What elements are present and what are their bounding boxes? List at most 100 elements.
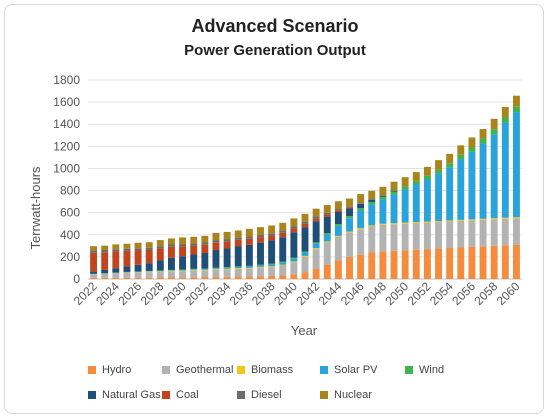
- bar-segment-biomass-2038: [268, 266, 276, 268]
- bar-segment-solar-pv-2029: [168, 270, 175, 271]
- bar-segment-hydro-2036: [245, 276, 253, 279]
- legend-label: Geothermal: [176, 364, 234, 376]
- bar-segment-coal-2023: [101, 252, 109, 270]
- bar-segment-natural-gas-2036: [245, 244, 253, 266]
- bar-segment-natural-gas-2046: [357, 203, 365, 209]
- bar-segment-geothermal-2049: [390, 224, 398, 251]
- bar-segment-wind-2051: [412, 181, 420, 185]
- legend-swatch: [237, 366, 245, 374]
- bar-segment-hydro-2050: [401, 250, 409, 279]
- bar-segment-natural-gas-2045: [346, 208, 353, 217]
- bar-segment-geothermal-2022: [90, 274, 98, 278]
- bar-segment-wind-2057: [479, 138, 487, 144]
- bar-segment-geothermal-2043: [323, 242, 331, 265]
- bar-segment-geothermal-2059: [501, 218, 509, 246]
- bar-segment-hydro-2046: [357, 254, 365, 279]
- x-tick-label: 2040: [271, 279, 300, 308]
- bar-segment-nuclear-2060: [512, 95, 520, 107]
- bar-segment-wind-2036: [245, 265, 253, 267]
- bar-segment-coal-2028: [156, 248, 164, 261]
- y-tick-label: 1400: [53, 117, 80, 131]
- bar-segment-biomass-2050: [401, 222, 409, 224]
- legend-swatch: [320, 366, 328, 374]
- bar-segment-hydro-2053: [435, 248, 442, 279]
- bar-segment-hydro-2026: [134, 277, 142, 279]
- bar-segment-geothermal-2032: [201, 270, 209, 278]
- bar-segment-geothermal-2023: [101, 274, 109, 278]
- bar-segment-geothermal-2045: [346, 232, 353, 257]
- bar-segment-coal-2025: [123, 250, 131, 267]
- x-tick-label: 2044: [316, 279, 345, 308]
- bar-segment-wind-2042: [312, 242, 320, 244]
- bar-segment-hydro-2024: [112, 277, 120, 279]
- bar-segment-wind-2035: [234, 266, 242, 267]
- bar-segment-geothermal-2034: [223, 269, 231, 277]
- bar-segment-hydro-2057: [479, 246, 487, 279]
- bar-segment-wind-2040: [290, 257, 298, 259]
- bar-segment-solar-pv-2049: [390, 194, 398, 224]
- bar-segment-diesel-2041: [301, 221, 309, 224]
- bar-segment-natural-gas-2029: [168, 257, 175, 270]
- bar-segment-wind-2048: [379, 196, 387, 200]
- bar-segment-hydro-2040: [290, 274, 298, 279]
- bar-segment-natural-gas-2035: [234, 246, 242, 267]
- bar-segment-hydro-2035: [234, 276, 242, 279]
- bar-segment-hydro-2060: [512, 244, 520, 279]
- chart-frame: [4, 4, 544, 414]
- x-tick-label: 2042: [293, 279, 322, 308]
- bar-segment-solar-pv-2056: [468, 151, 476, 220]
- bar-segment-wind-2054: [446, 163, 454, 168]
- bar-segment-wind-2033: [212, 267, 220, 269]
- bar-segment-nuclear-2047: [368, 190, 376, 200]
- bar-segment-natural-gas-2022: [90, 271, 98, 274]
- bar-segment-solar-pv-2058: [490, 134, 498, 219]
- bar-segment-natural-gas-2028: [156, 260, 164, 271]
- legend-item-coal: Coal: [162, 389, 199, 401]
- bar-segment-natural-gas-2033: [212, 250, 220, 268]
- bar-segment-wind-2044: [334, 224, 342, 226]
- bar-segment-nuclear-2034: [223, 231, 231, 240]
- bar-segment-biomass-2060: [512, 217, 520, 219]
- bar-segment-geothermal-2028: [156, 271, 164, 278]
- bar-segment-biomass-2054: [446, 220, 454, 222]
- bar-segment-biomass-2032: [201, 269, 209, 271]
- bar-segment-diesel-2023: [101, 250, 109, 253]
- bar-segment-natural-gas-2024: [112, 268, 120, 273]
- bar-segment-diesel-2039: [279, 230, 287, 233]
- bar-segment-nuclear-2050: [401, 177, 409, 187]
- bar-segment-hydro-2037: [257, 276, 264, 279]
- chart-title: Advanced Scenario: [191, 16, 359, 36]
- bar-segment-solar-pv-2030: [179, 269, 187, 271]
- x-tick-label: 2060: [494, 279, 523, 308]
- bar-segment-biomass-2028: [156, 271, 164, 272]
- bar-segment-solar-pv-2042: [312, 243, 320, 249]
- bar-segment-solar-pv-2047: [368, 204, 376, 226]
- bar-segment-hydro-2048: [379, 251, 387, 279]
- y-tick-label: 800: [60, 184, 80, 198]
- bar-segment-biomass-2029: [168, 270, 175, 272]
- bar-segment-nuclear-2039: [279, 222, 287, 231]
- bar-segment-wind-2049: [390, 191, 398, 195]
- y-tick-label: 1000: [53, 161, 80, 175]
- bar-segment-diesel-2025: [123, 248, 131, 251]
- bar-segment-solar-pv-2044: [334, 225, 342, 236]
- bar-segment-geothermal-2036: [245, 268, 253, 277]
- bar-segment-nuclear-2053: [435, 160, 442, 170]
- bar-segment-coal-2030: [179, 246, 187, 257]
- bar-segment-solar-pv-2055: [457, 159, 465, 220]
- legend-label: Wind: [419, 364, 445, 376]
- bar-segment-natural-gas-2047: [368, 199, 376, 202]
- bar-segment-geothermal-2029: [168, 271, 175, 278]
- bar-segment-geothermal-2044: [334, 236, 342, 261]
- bar-segment-nuclear-2051: [412, 172, 420, 181]
- bar-segment-nuclear-2056: [468, 137, 476, 148]
- bar-segment-nuclear-2054: [446, 153, 454, 164]
- legend-swatch: [88, 366, 96, 374]
- bar-segment-diesel-2044: [334, 209, 342, 211]
- bar-segment-coal-2038: [268, 235, 276, 241]
- bar-segment-solar-pv-2028: [156, 270, 164, 272]
- bar-segment-natural-gas-2049: [390, 191, 398, 192]
- bar-segment-natural-gas-2027: [145, 263, 153, 271]
- y-tick-label: 200: [60, 250, 80, 264]
- bar-segment-diesel-2033: [212, 240, 220, 243]
